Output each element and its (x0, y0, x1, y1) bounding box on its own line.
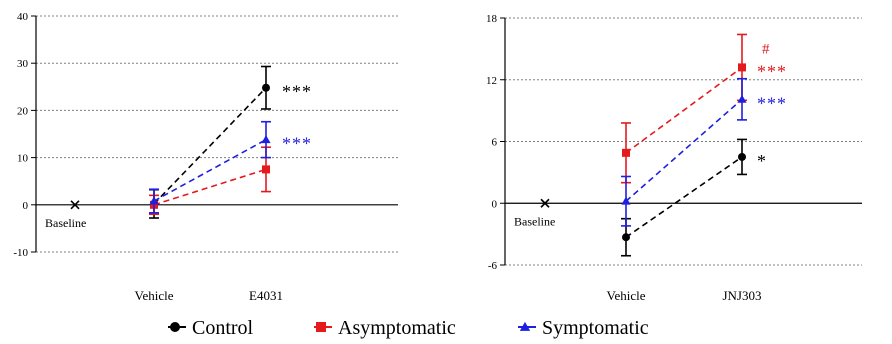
series-line (625, 156, 743, 238)
data-point (738, 63, 746, 72)
significance-mark: *** (282, 82, 312, 102)
series-line (625, 98, 743, 202)
data-point (262, 83, 270, 92)
data-point (621, 196, 631, 205)
y-tick-label: 6 (492, 137, 498, 149)
chart-panel-left: -10 0 10 20 30 40 Baseline Vehicle E4031 *** *** (13, 11, 398, 303)
data-point (262, 165, 270, 174)
legend-marker-triangle (519, 321, 531, 331)
significance-mark: *** (757, 61, 787, 81)
series-line (153, 87, 267, 205)
y-tick-label: 40 (17, 11, 29, 23)
y-tick-label: 0 (492, 198, 498, 210)
data-point (737, 94, 747, 103)
y-tick-label: 18 (486, 13, 498, 25)
data-point (622, 148, 630, 157)
data-point (622, 233, 630, 242)
y-tick-label: -6 (488, 260, 498, 272)
legend-label: Control (192, 317, 254, 339)
significance-mark: *** (757, 93, 787, 113)
data-point (149, 196, 159, 205)
x-tick-label: JNJ303 (722, 288, 761, 303)
data-point (738, 152, 746, 161)
x-tick-label: Vehicle (135, 288, 174, 303)
baseline-label: Baseline (45, 216, 86, 230)
x-tick-label: Vehicle (607, 288, 646, 303)
legend-label: Asymptomatic (338, 317, 456, 339)
x-tick-label: E4031 (249, 288, 283, 303)
significance-mark: * (757, 151, 767, 171)
significance-mark: # (762, 41, 770, 57)
legend-marker-square (316, 322, 326, 332)
y-tick-label: -10 (13, 247, 28, 259)
baseline-marker (70, 200, 80, 210)
y-tick-label: 10 (17, 153, 29, 165)
y-tick-label: 12 (486, 75, 497, 87)
legend-marker-circle (170, 322, 180, 332)
significance-mark: *** (282, 134, 312, 154)
series-line (153, 138, 267, 202)
data-point (261, 135, 271, 144)
baseline-label: Baseline (514, 214, 555, 228)
y-tick-label: 0 (23, 200, 29, 212)
y-tick-label: 30 (17, 58, 29, 70)
legend: Control Asymptomatic Symptomatic (168, 317, 649, 339)
series-line (625, 66, 743, 154)
y-tick-label: 20 (17, 105, 29, 117)
baseline-marker (540, 198, 550, 208)
legend-label: Symptomatic (542, 317, 649, 339)
